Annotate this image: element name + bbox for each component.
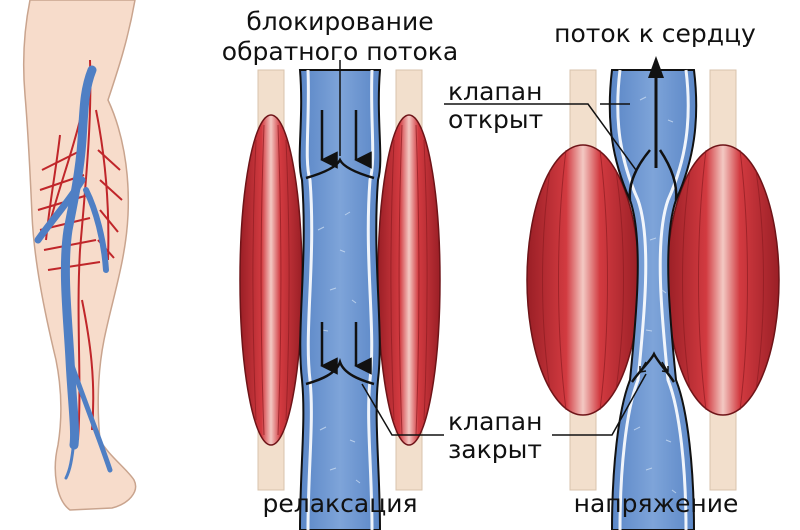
leg-veins [34,65,113,480]
muscle-left-contracted [526,144,640,416]
label-valve-closed-line2: закрыт [448,435,542,464]
leg-illustration [22,0,137,511]
vein-relaxed [298,69,382,530]
label-tension: напряжение [573,489,739,518]
label-valve-closed-line1: клапан [448,407,543,436]
valve-open-left [628,149,651,201]
label-valve-open-line2: открыт [448,105,544,134]
valve-closed-lower [305,358,375,386]
relaxation-panel [239,60,444,530]
valve-closed-upper [305,157,375,180]
label-relaxation: релаксация [262,489,418,518]
label-valve-open-line1: клапан [448,77,543,106]
label-flow-to-heart: поток к сердцу [554,19,756,48]
artery-lines [37,59,123,441]
backflow-arrows [320,110,372,375]
tension-panel [444,56,780,530]
valve-open-right [658,149,678,201]
label-block-backflow-line2: обратного потока [221,37,459,66]
muscle-right-relaxed [377,114,441,446]
label-block-backflow-line1: блокирование [246,7,434,36]
muscle-left-relaxed [239,114,303,446]
muscle-right-contracted [666,144,780,416]
